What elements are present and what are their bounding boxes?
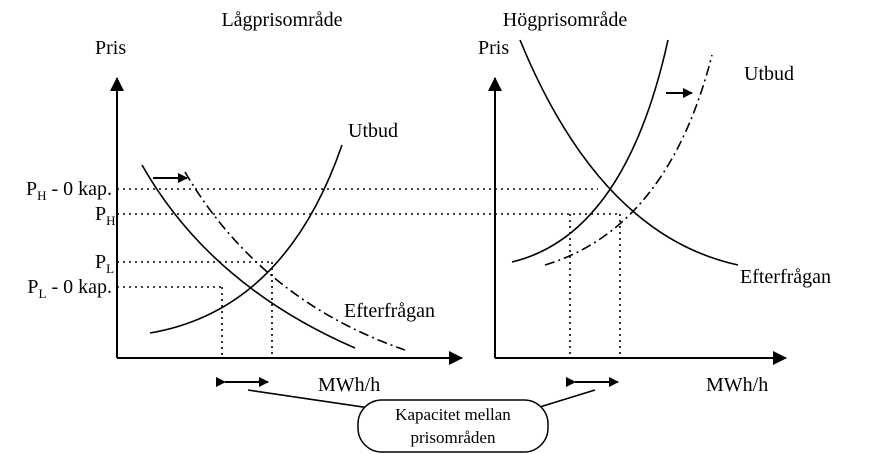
y-axis-label: Pris <box>478 37 509 59</box>
supply-label: Utbud <box>744 63 794 85</box>
shifted-supply-curve <box>544 54 713 266</box>
supply-label: Utbud <box>348 120 398 142</box>
price-label-symbol: P <box>27 276 38 298</box>
guides <box>117 188 621 358</box>
price-label-symbol: P <box>26 178 37 200</box>
panel-title: Högprisområde <box>503 9 628 31</box>
shifted-demand-curve <box>184 171 406 351</box>
price-label: PH - 0 kap. <box>26 178 112 203</box>
price-label: PH <box>95 203 116 228</box>
price-label-suffix: - 0 kap. <box>46 178 112 200</box>
y-axis-label: Pris <box>95 37 126 59</box>
price-label-subscript: L <box>106 261 114 276</box>
callout-text: Kapacitet mellan <box>395 405 511 424</box>
x-axis-label: MWh/h <box>318 374 380 396</box>
demand-label: Efterfrågan <box>740 266 831 288</box>
axes <box>110 77 787 365</box>
supply-curve <box>149 144 343 334</box>
callout-pointer <box>247 389 384 411</box>
demand-curve <box>141 164 356 349</box>
supply-curve <box>511 39 669 263</box>
demand-curve <box>519 39 739 266</box>
price-label-symbol: P <box>95 203 106 225</box>
price-label-subscript: L <box>39 286 47 301</box>
demand-label: Efterfrågan <box>344 300 435 322</box>
price-label-subscript: H <box>37 188 46 203</box>
panel-title: Lågprisområde <box>221 9 342 31</box>
price-label: PL <box>95 251 114 276</box>
x-axis-label: MWh/h <box>706 374 768 396</box>
price-label-symbol: P <box>95 251 106 273</box>
price-label-suffix: - 0 kap. <box>46 276 112 298</box>
callout-text: prisområden <box>411 428 496 447</box>
price-label-subscript: H <box>106 213 115 228</box>
price-label: PL - 0 kap. <box>27 276 112 301</box>
callout-box <box>357 399 549 453</box>
